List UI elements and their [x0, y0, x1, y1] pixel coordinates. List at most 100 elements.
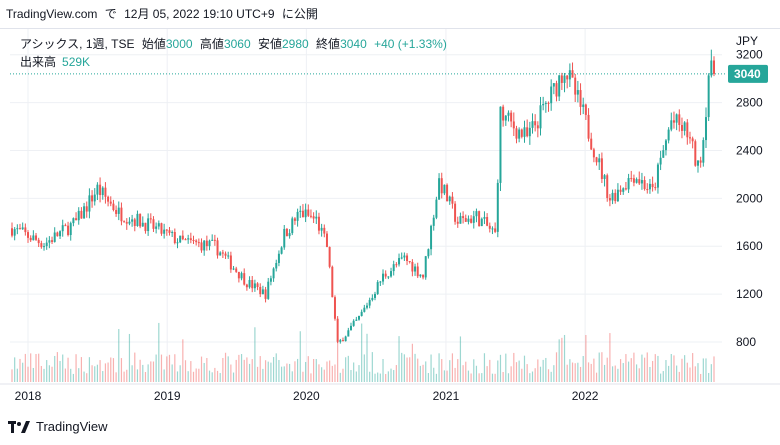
- tradingview-logo-icon: [8, 420, 30, 433]
- volume-bar: [297, 358, 299, 382]
- volume-bar: [534, 368, 536, 382]
- volume-bar: [502, 371, 504, 382]
- candle-body: [307, 209, 310, 216]
- volume-bar: [291, 371, 293, 382]
- candle-body: [309, 215, 312, 217]
- volume-bar: [625, 354, 627, 382]
- volume-bar: [459, 336, 462, 382]
- candle-body: [123, 221, 126, 223]
- volume-bar: [40, 365, 42, 382]
- candle-body: [424, 256, 427, 278]
- volume-bar: [272, 357, 275, 382]
- candle-body: [550, 86, 553, 104]
- candle-body: [176, 242, 179, 244]
- volume-bar: [54, 355, 56, 382]
- volume-bar: [94, 366, 96, 382]
- volume-bar: [230, 364, 232, 382]
- volume-bar: [248, 363, 251, 382]
- volume-bar: [499, 354, 502, 382]
- candle-body: [40, 243, 43, 248]
- candle-body: [536, 125, 539, 129]
- volume-bar: [107, 362, 109, 382]
- site-name: TradingView.com: [6, 7, 98, 21]
- candle-body: [675, 114, 678, 123]
- candle-body: [264, 289, 267, 299]
- volume-bar: [523, 355, 526, 382]
- candle-body: [269, 278, 272, 282]
- candle-body: [480, 218, 483, 227]
- volume-bar: [305, 361, 307, 382]
- candle-body: [603, 175, 606, 179]
- candle-body: [584, 104, 587, 115]
- candle-body: [187, 238, 190, 240]
- candle-body: [168, 230, 171, 233]
- candle-body: [197, 242, 200, 244]
- volume-bar: [302, 371, 304, 382]
- volume-bar: [126, 369, 128, 382]
- last-price-tag: [728, 64, 768, 83]
- volume-bar: [152, 361, 155, 382]
- candle-body: [696, 160, 699, 166]
- candle-body: [520, 129, 523, 137]
- volume-bar: [203, 362, 205, 382]
- volume-bar: [78, 368, 80, 382]
- volume-bar: [120, 358, 123, 382]
- candle-body: [392, 264, 395, 272]
- volume-bar: [601, 352, 603, 382]
- volume-bar: [75, 354, 77, 382]
- candle-body: [205, 240, 208, 247]
- candle-body: [571, 70, 574, 78]
- candle-body: [360, 311, 363, 316]
- candle-body: [640, 180, 643, 184]
- candle-body: [141, 222, 144, 227]
- volume-bar: [56, 352, 58, 382]
- candle-body: [611, 192, 614, 201]
- candle-body: [341, 340, 344, 342]
- volume-bar: [507, 373, 510, 382]
- volume-bar: [262, 368, 264, 382]
- candle-body: [88, 195, 91, 212]
- candle-body: [632, 178, 635, 183]
- candle-body: [93, 194, 96, 202]
- volume-bar: [494, 373, 496, 382]
- candle-body: [627, 178, 630, 190]
- volume-bar: [395, 365, 397, 382]
- volume-bar: [475, 365, 478, 382]
- y-tick-label: 2000: [736, 191, 763, 205]
- x-tick-label: 2018: [15, 389, 42, 403]
- candle-body: [606, 175, 609, 199]
- volume-bar: [115, 372, 117, 382]
- volume-bar: [166, 356, 168, 382]
- candle-body: [656, 164, 659, 188]
- volume-bar: [491, 373, 494, 382]
- candle-body: [384, 273, 387, 277]
- candle-body: [560, 75, 563, 83]
- volume-bar: [697, 363, 699, 382]
- volume-bar: [224, 352, 227, 382]
- candle-body: [464, 218, 467, 222]
- candle-body: [339, 340, 342, 342]
- volume-bar: [598, 352, 600, 382]
- y-tick-label: 2800: [736, 96, 763, 110]
- volume-bar: [409, 357, 411, 382]
- volume-bar: [377, 372, 379, 382]
- candle-body: [131, 219, 134, 222]
- candle-body: [680, 124, 683, 131]
- volume-bar: [641, 354, 643, 382]
- volume-bar: [342, 368, 344, 382]
- volume-bar: [467, 370, 470, 382]
- volume-bar: [299, 331, 301, 382]
- volume-bar: [382, 358, 384, 382]
- volume-bar: [238, 354, 240, 382]
- volume-bar: [104, 363, 107, 382]
- candle-body: [43, 246, 46, 248]
- candle-body: [403, 255, 406, 258]
- volume-bar: [139, 359, 141, 382]
- volume-bar: [91, 365, 93, 382]
- volume-bar: [134, 352, 136, 382]
- volume-bar: [200, 356, 203, 382]
- candle-body: [590, 138, 593, 150]
- volume-bar: [673, 355, 675, 382]
- candle-body: [139, 213, 142, 227]
